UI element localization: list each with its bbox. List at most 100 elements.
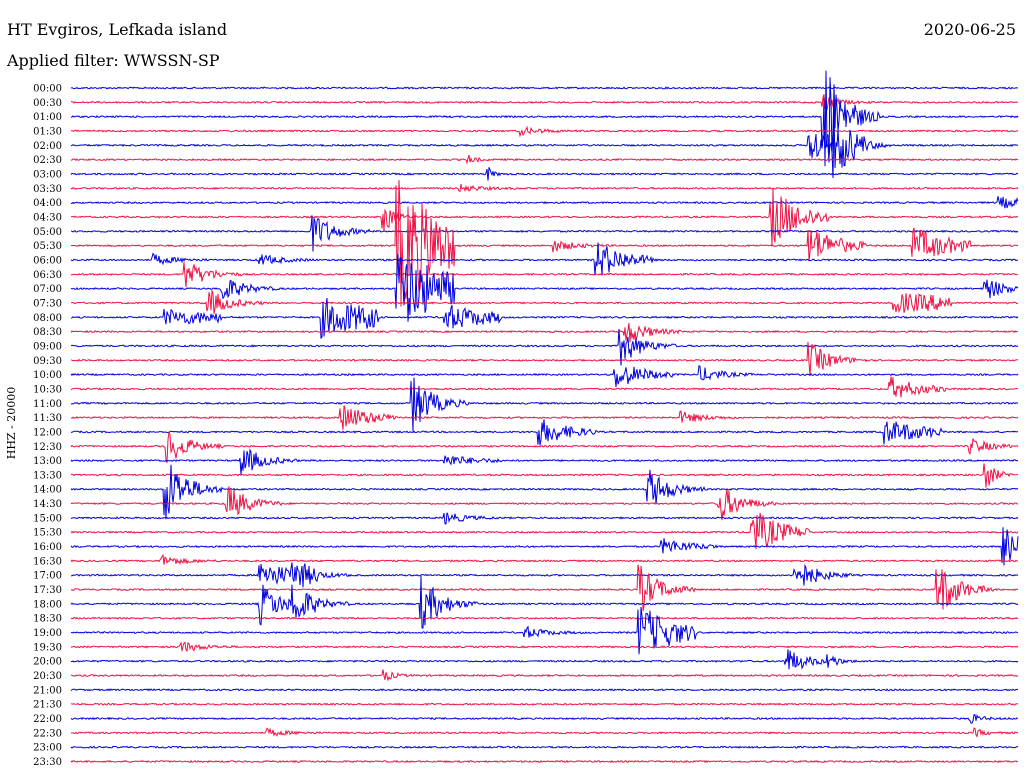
trace-line [70,377,1019,432]
trace-line [70,564,1019,612]
trace-line [70,188,1019,246]
row-time-label: 09:00 [33,341,62,352]
trace-line [70,486,1019,521]
trace-line [71,702,1019,706]
trace-line [70,328,1019,366]
trace-line [70,86,1019,90]
trace-line [70,365,1019,388]
trace-line [70,341,1019,376]
trace-line [71,649,1019,670]
row-time-label: 06:00 [33,255,62,266]
row-time-label: 04:30 [33,212,62,223]
row-time-label: 14:30 [33,499,62,510]
trace-line [70,553,1019,566]
filter-label: Applied filter: WWSSN-SP [7,51,220,70]
row-time-label: 17:00 [33,571,62,582]
trace-line [70,405,1019,430]
row-time-label: 09:30 [33,356,62,367]
row-time-label: 12:30 [33,442,62,453]
row-time-label: 22:00 [33,714,62,725]
row-time-label: 02:00 [33,141,62,152]
trace-line [70,616,1019,620]
trace-line [70,448,1019,475]
row-time-label: 10:30 [33,384,62,395]
row-time-label: 14:00 [33,485,62,496]
row-time-label: 12:00 [33,427,62,438]
row-time-label: 03:30 [33,184,62,195]
trace-line [70,419,1019,446]
trace-line [70,262,1019,288]
trace-line [70,125,1019,138]
row-time-label: 06:30 [33,270,62,281]
trace-line [70,242,1019,276]
row-time-label: 08:00 [33,313,62,324]
row-time-label: 13:30 [33,470,62,481]
trace-line [70,298,1019,340]
row-time-label: 00:30 [33,98,62,109]
trace-line [70,70,1019,167]
row-time-label: 02:30 [33,155,62,166]
row-time-label: 01:00 [33,112,62,123]
trace-line [70,641,1019,653]
row-time-label: 20:00 [33,657,62,668]
trace-line [70,167,1019,181]
row-time-label: 21:00 [33,685,62,696]
trace-line [70,606,1019,655]
trace-line [70,512,1019,525]
row-time-label: 19:00 [33,628,62,639]
trace-rows: 00:00 00:30 01:00 01:30 02:00 02:30 03:00 03:30… [33,70,1019,768]
trace-line [70,253,1019,322]
trace-line [70,110,1019,179]
row-time-label: 11:30 [33,413,62,424]
row-time-label: 04:00 [33,198,62,209]
trace-line [70,512,1019,550]
trace-line [70,154,1019,165]
trace-line [70,322,1019,343]
row-time-label: 21:30 [33,700,62,711]
trace-line [70,727,1019,738]
row-time-label: 20:30 [33,671,62,682]
row-time-label: 07:30 [33,298,62,309]
trace-line [70,94,1019,111]
trace-line [70,463,1019,488]
row-time-label: 08:30 [33,327,62,338]
trace-line [70,180,1019,307]
row-time-label: 18:30 [33,614,62,625]
trace-line [70,669,1019,682]
row-time-label: 23:30 [33,757,62,768]
trace-line [70,713,1019,724]
y-axis-label: HHZ - 20000 [5,387,18,460]
trace-line [70,745,1019,749]
row-time-label: 16:00 [33,542,62,553]
trace-line [70,289,1019,314]
row-time-label: 01:30 [33,126,62,137]
station-title: HT Evgiros, Lefkada island [7,20,228,39]
date-label: 2020-06-25 [923,20,1016,39]
trace-line [70,464,1019,520]
row-time-label: 10:00 [33,370,62,381]
row-time-label: 18:00 [33,599,62,610]
row-time-label: 23:00 [33,743,62,754]
row-time-label: 16:30 [33,556,62,567]
trace-line [70,688,1018,692]
trace-line [70,183,1019,193]
row-time-label: 22:30 [33,728,62,739]
trace-line [70,196,1019,209]
row-time-label: 15:30 [33,528,62,539]
trace-line [70,575,1019,629]
row-time-label: 05:00 [33,227,62,238]
row-time-label: 00:00 [33,84,62,95]
trace-line [70,376,1019,398]
trace-line [70,527,1019,566]
row-time-label: 17:30 [33,585,62,596]
row-time-label: 03:00 [33,169,62,180]
row-time-label: 15:00 [33,513,62,524]
row-time-label: 13:00 [33,456,62,467]
row-time-label: 19:30 [33,642,62,653]
trace-line [70,431,1019,464]
trace-line [70,562,1019,588]
trace-line [70,215,1019,252]
row-time-label: 05:30 [33,241,62,252]
row-time-label: 07:00 [33,284,62,295]
